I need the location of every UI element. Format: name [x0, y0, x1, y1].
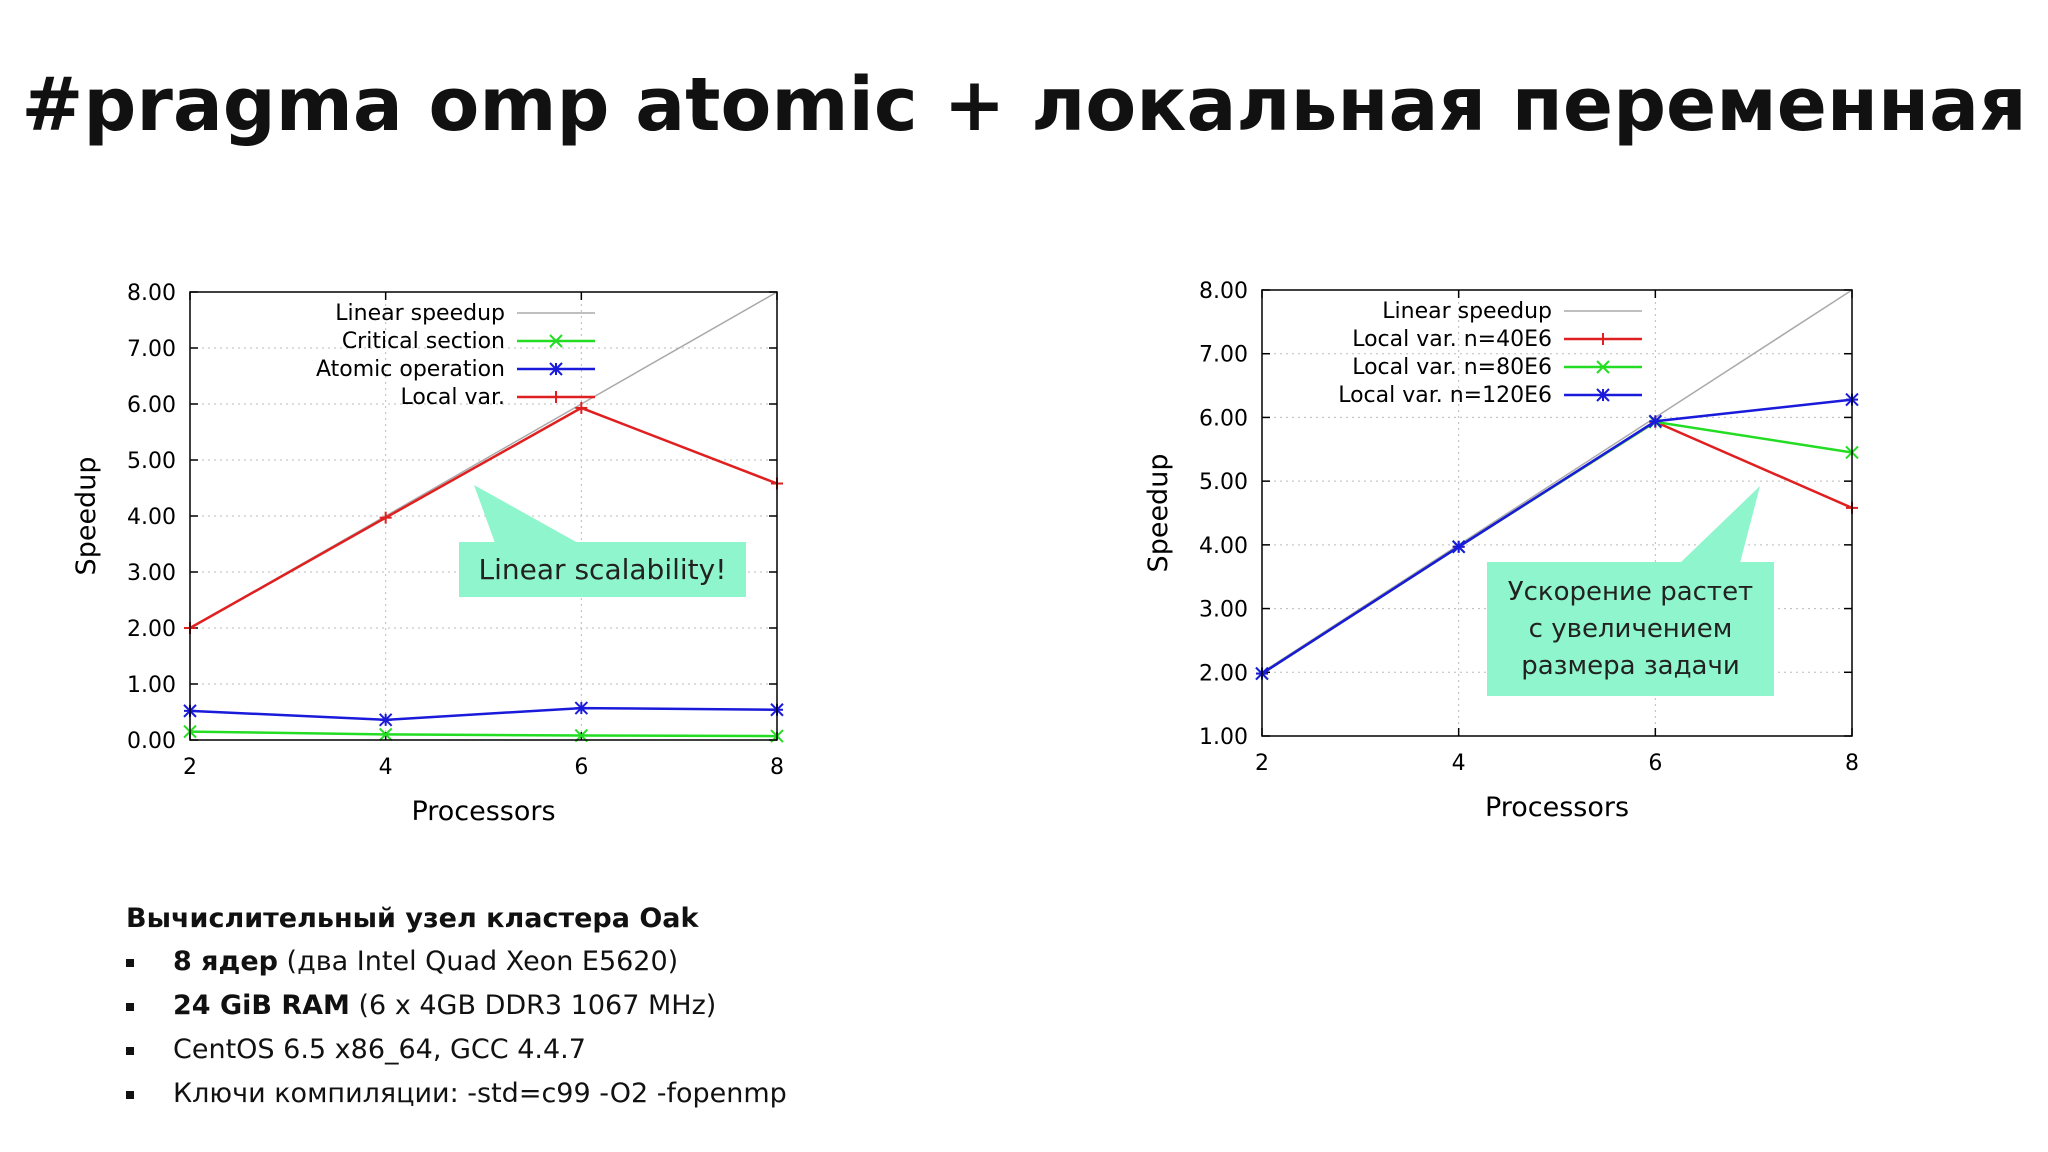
specs-list: 8 ядер (два Intel Quad Xeon E5620) 24 Gi…	[126, 940, 787, 1116]
specs-item: 8 ядер (два Intel Quad Xeon E5620)	[126, 940, 787, 984]
y-tick-label: 3.00	[127, 561, 176, 586]
data-point	[378, 727, 393, 742]
plot-frame	[189, 291, 778, 741]
legend-label: Local var. n=40E6	[1352, 327, 1552, 352]
y-tick-label: 7.00	[1199, 343, 1248, 368]
y-tick-label: 5.00	[127, 449, 176, 474]
y-tick-label: 0.00	[127, 729, 176, 754]
x-axis-label: Processors	[411, 796, 555, 827]
y-tick-label: 8.00	[1199, 279, 1248, 304]
legend-label: Linear speedup	[335, 301, 505, 326]
callout-speedup-grows: Ускорение растет с увеличением размера з…	[1487, 562, 1774, 696]
series-line-3	[1261, 398, 1853, 675]
specs-item-bold: 24 GiB RAM	[173, 990, 350, 1021]
y-tick-label: 1.00	[127, 673, 176, 698]
bullet-icon	[126, 1047, 134, 1055]
specs-item: CentOS 6.5 x86_64, GCC 4.4.7	[126, 1028, 787, 1072]
series-line-0	[1261, 289, 1853, 673]
x-tick-label: 2	[183, 755, 197, 780]
data-point	[1451, 540, 1466, 554]
data-point	[378, 713, 393, 727]
y-tick-label: 6.00	[127, 393, 176, 418]
series-line-2	[189, 706, 778, 722]
specs-heading: Вычислительный узел кластера Oak	[126, 903, 699, 934]
specs-item-bold: 8 ядер	[173, 946, 278, 977]
slide-title: #pragma omp atomic + локальная переменна…	[21, 62, 2027, 148]
legend-label: Atomic operation	[316, 357, 505, 382]
callout-line-2: с увеличением	[1528, 613, 1733, 644]
hardware-specs: Вычислительный узел кластера Oak 8 ядер …	[126, 903, 787, 1116]
x-tick-label: 4	[1452, 751, 1466, 776]
legend-label: Critical section	[342, 329, 505, 354]
data-point	[379, 511, 392, 524]
x-tick-label: 2	[1255, 751, 1269, 776]
specs-item-text: (6 x 4GB DDR3 1067 MHz)	[349, 990, 717, 1021]
series-line-3	[189, 406, 778, 630]
x-tick-label: 8	[1845, 751, 1859, 776]
legend-marker	[1596, 388, 1610, 402]
callout-linear-scalability: Linear scalability!	[459, 542, 746, 597]
y-axis-label: Speedup	[1143, 454, 1174, 573]
specs-item: Ключи компиляции: -std=c99 -O2 -fopenmp	[126, 1072, 787, 1116]
x-tick-label: 6	[1648, 751, 1662, 776]
callout-line-1: Ускорение растет	[1507, 576, 1754, 607]
bullet-icon	[126, 1003, 134, 1011]
x-axis-label: Processors	[1485, 792, 1629, 823]
x-tick-label: 4	[379, 755, 393, 780]
y-tick-label: 4.00	[127, 505, 176, 530]
y-tick-label: 7.00	[127, 337, 176, 362]
y-tick-label: 6.00	[1199, 406, 1248, 431]
y-tick-label: 2.00	[127, 617, 176, 642]
y-tick-label: 2.00	[1199, 661, 1248, 686]
y-tick-label: 4.00	[1199, 534, 1248, 559]
y-tick-label: 3.00	[1199, 598, 1248, 623]
legend-marker	[1596, 360, 1610, 374]
y-tick-label: 5.00	[1199, 470, 1248, 495]
callout-line-3: размера задачи	[1521, 650, 1740, 681]
bullet-icon	[126, 1091, 134, 1099]
legend-label: Local var. n=120E6	[1338, 383, 1552, 408]
data-point	[574, 701, 589, 715]
specs-item-text: (два Intel Quad Xeon E5620)	[277, 946, 679, 977]
data-point	[575, 401, 588, 414]
x-tick-label: 6	[574, 755, 588, 780]
legend-marker	[550, 391, 562, 403]
plot-frame	[1261, 289, 1853, 737]
legend-label: Local var. n=80E6	[1352, 355, 1552, 380]
x-tick-label: 8	[770, 755, 784, 780]
chart-left: 0.00 1.00 2.00 3.00 4.00 5.00 6.00 7.00 8.00 2 4 6 8…	[71, 281, 784, 827]
y-tick-label: 8.00	[127, 281, 176, 306]
legend-marker	[549, 334, 563, 348]
legend-label: Linear speedup	[1382, 299, 1552, 324]
bullet-icon	[126, 959, 134, 967]
y-axis-label: Speedup	[71, 457, 102, 576]
legend-label: Local var.	[400, 385, 505, 410]
specs-item-text: Ключи компиляции: -std=c99 -O2 -fopenmp	[173, 1078, 787, 1109]
data-point	[1648, 414, 1663, 428]
specs-item: 24 GiB RAM (6 x 4GB DDR3 1067 MHz)	[126, 984, 787, 1028]
legend-marker	[1597, 333, 1609, 345]
series-line-1	[189, 730, 778, 738]
legend-marker	[549, 362, 563, 376]
specs-item-text: CentOS 6.5 x86_64, GCC 4.4.7	[173, 1034, 586, 1065]
y-tick-label: 1.00	[1199, 725, 1248, 750]
